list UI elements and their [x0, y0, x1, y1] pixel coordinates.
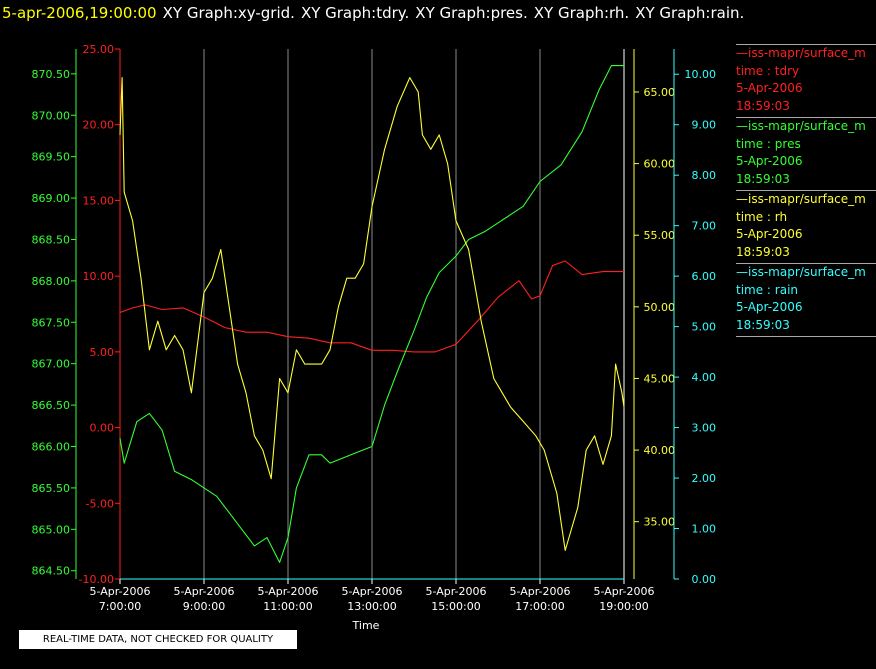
x-tick-label-time: 13:00:00 [347, 600, 396, 613]
tdry-tick-label: 15.00 [83, 194, 115, 207]
tdry-tick-label: 10.00 [83, 270, 115, 283]
legend-date: 5-Apr-2006 [736, 154, 803, 168]
pres-tick-label: 868.50 [32, 233, 71, 246]
rh-tick-label: 55.00 [644, 229, 676, 242]
pres-tick-label: 868.00 [32, 275, 71, 288]
pres-tick-label: 870.00 [32, 109, 71, 122]
x-tick-label-date: 5-Apr-2006 [509, 585, 570, 598]
rh-tick-label: 65.00 [644, 86, 676, 99]
legend-time: 18:59:03 [736, 171, 790, 186]
tdry-tick-label: 5.00 [90, 346, 115, 359]
x-tick-label-date: 5-Apr-2006 [257, 585, 318, 598]
legend-source: —iss-mapr/surface_m [736, 192, 866, 206]
legend: —iss-mapr/surface_m time : tdry 5-Apr-20… [736, 44, 876, 337]
rh-tick-label: 35.00 [644, 516, 676, 529]
rh-tick-label: 45.00 [644, 372, 676, 385]
tdry-tick-label: 20.00 [83, 119, 115, 132]
x-tick-label-time: 11:00:00 [263, 600, 312, 613]
x-axis-label: Time [352, 619, 380, 632]
tdry-tick-label: -5.00 [86, 497, 114, 510]
legend-date: 5-Apr-2006 [736, 81, 803, 95]
legend-source: —iss-mapr/surface_m [736, 46, 866, 60]
header-title-rh: XY Graph:rh. [533, 4, 630, 22]
pres-tick-label: 867.00 [32, 358, 71, 371]
legend-variable: time : rain [736, 282, 799, 297]
pres-tick-label: 870.50 [32, 68, 71, 81]
rain-tick-label: 10.00 [685, 68, 717, 81]
x-tick-label-time: 7:00:00 [99, 600, 141, 613]
rain-tick-label: 4.00 [692, 371, 717, 384]
legend-item-rh[interactable]: —iss-mapr/surface_m time : rh 5-Apr-2006… [736, 190, 876, 263]
rain-tick-label: 2.00 [692, 472, 717, 485]
pres-tick-label: 865.00 [32, 523, 71, 536]
tdry-tick-label: -10.00 [79, 573, 114, 586]
pres-tick-label: 869.00 [32, 192, 71, 205]
pres-tick-label: 866.00 [32, 441, 71, 454]
legend-date: 5-Apr-2006 [736, 300, 803, 314]
rain-tick-label: 1.00 [692, 523, 717, 536]
pres-tick-label: 864.50 [32, 565, 71, 578]
rain-tick-label: 9.00 [692, 119, 717, 132]
tdry-tick-label: 25.00 [83, 43, 115, 56]
legend-time: 18:59:03 [736, 317, 790, 332]
x-tick-label-date: 5-Apr-2006 [425, 585, 486, 598]
rain-tick-label: 8.00 [692, 169, 717, 182]
rain-tick-label: 7.00 [692, 220, 717, 233]
x-tick-label-date: 5-Apr-2006 [89, 585, 150, 598]
series-line-pres [119, 65, 624, 563]
legend-date: 5-Apr-2006 [736, 227, 803, 241]
rain-tick-label: 6.00 [692, 270, 717, 283]
rain-tick-label: 0.00 [692, 573, 717, 586]
legend-item-tdry[interactable]: —iss-mapr/surface_m time : tdry 5-Apr-20… [736, 44, 876, 117]
series-line-rh [119, 77, 625, 551]
header-title-rain: XY Graph:rain. [635, 4, 745, 22]
x-tick-label-time: 19:00:00 [599, 600, 648, 613]
x-tick-label-date: 5-Apr-2006 [341, 585, 402, 598]
pres-tick-label: 869.50 [32, 151, 71, 164]
legend-item-pres[interactable]: —iss-mapr/surface_m time : pres 5-Apr-20… [736, 117, 876, 190]
x-tick-label-time: 9:00:00 [183, 600, 225, 613]
series-line-tdry [119, 260, 624, 353]
tdry-tick-label: 0.00 [90, 422, 115, 435]
pres-tick-label: 866.50 [32, 399, 71, 412]
x-tick-label-date: 5-Apr-2006 [173, 585, 234, 598]
header-timestamp: 5-apr-2006,19:00:00 [2, 4, 157, 22]
legend-time: 18:59:03 [736, 244, 790, 259]
x-tick-label-date: 5-Apr-2006 [593, 585, 654, 598]
rh-tick-label: 60.00 [644, 158, 676, 171]
pres-tick-label: 867.50 [32, 316, 71, 329]
legend-time: 18:59:03 [736, 98, 790, 113]
header-title-xy-grid: XY Graph:xy-grid. [162, 4, 295, 22]
header-title-tdry: XY Graph:tdry. [300, 4, 410, 22]
legend-source: —iss-mapr/surface_m [736, 265, 866, 279]
header-title-pres: XY Graph:pres. [415, 4, 528, 22]
legend-source: —iss-mapr/surface_m [736, 119, 866, 133]
x-tick-label-time: 15:00:00 [431, 600, 480, 613]
rh-tick-label: 50.00 [644, 301, 676, 314]
title-bar: 5-apr-2006,19:00:00 XY Graph:xy-grid. XY G… [0, 0, 876, 28]
legend-variable: time : pres [736, 136, 801, 151]
x-tick-label-time: 17:00:00 [515, 600, 564, 613]
legend-variable: time : tdry [736, 63, 800, 78]
rain-tick-label: 5.00 [692, 321, 717, 334]
legend-variable: time : rh [736, 209, 788, 224]
quality-disclaimer: REAL-TIME DATA, NOT CHECKED FOR QUALITY [19, 630, 297, 649]
legend-item-rain[interactable]: —iss-mapr/surface_m time : rain 5-Apr-20… [736, 263, 876, 337]
pres-tick-label: 865.50 [32, 482, 71, 495]
rh-tick-label: 40.00 [644, 444, 676, 457]
rain-tick-label: 3.00 [692, 422, 717, 435]
